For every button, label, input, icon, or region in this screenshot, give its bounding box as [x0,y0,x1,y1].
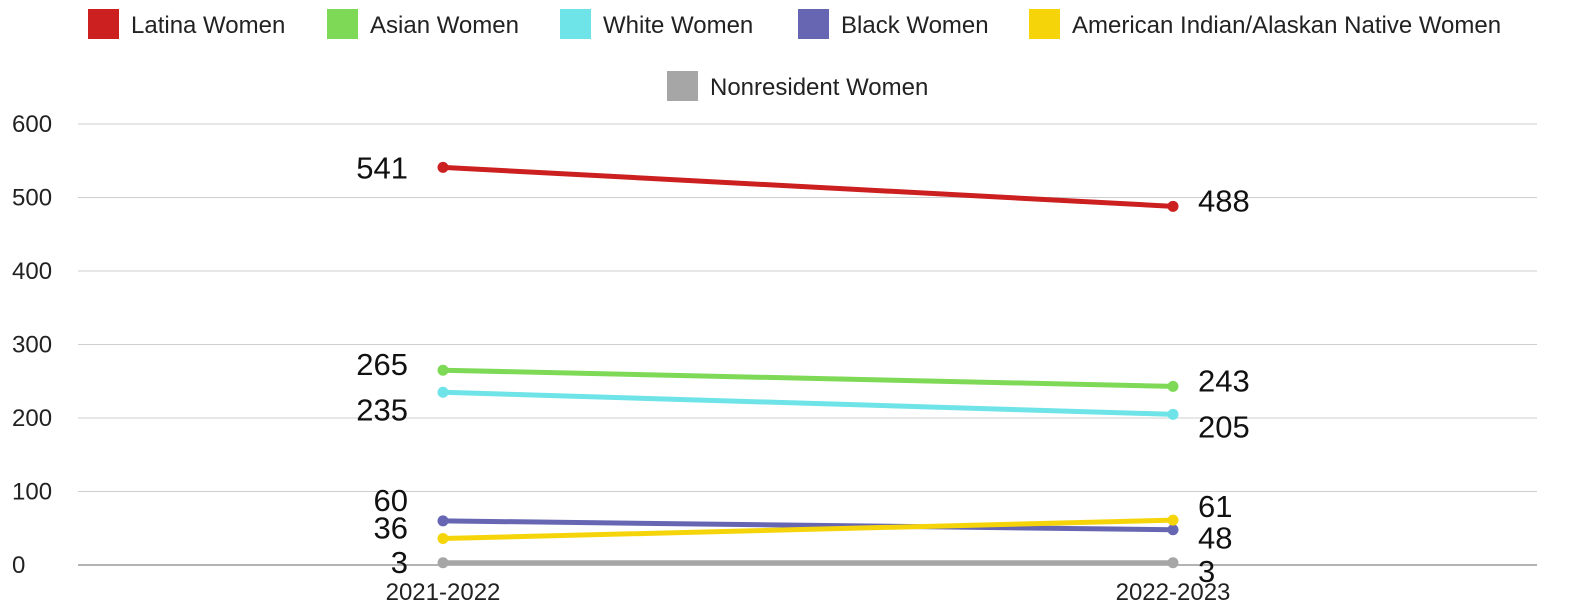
data-point [437,515,449,527]
series-line [440,518,1176,533]
data-label: 36 [374,511,408,546]
legend-item-white-women: White Women [560,9,753,39]
series-asian-women [437,364,1179,392]
y-axis-ticks: 0 100 200 300 400 500 600 [12,111,52,579]
data-label: 60 [374,483,408,518]
legend-item-nonresident-women: Nonresident Women [667,71,928,101]
data-point [437,557,449,569]
x-tick-label: 2021-2022 [386,579,501,606]
legend-swatch [667,71,698,101]
legend-label: Latina Women [131,12,285,39]
y-tick-label: 500 [12,185,52,212]
series-lines [437,161,1179,569]
data-point [1167,514,1179,526]
legend-item-american-indian-alaskan-native-women: American Indian/Alaskan Native Women [1029,9,1501,39]
data-point [1167,200,1179,212]
data-label: 48 [1198,521,1232,556]
legend: Latina Women Asian Women White Women Black … [88,9,1501,101]
legend-label: Asian Women [370,12,519,39]
legend-label: American Indian/Alaskan Native Women [1072,12,1501,39]
data-label: 3 [1198,554,1215,589]
legend-label: White Women [603,12,753,39]
data-label: 3 [391,545,408,580]
legend-item-latina-women: Latina Women [88,9,285,39]
series-black-women [437,515,1179,536]
legend-item-black-women: Black Women [798,9,989,39]
series-nonresident-women [437,557,1179,569]
data-label: 61 [1198,489,1232,524]
data-point [437,533,449,545]
y-tick-label: 200 [12,405,52,432]
legend-swatch [327,9,358,39]
legend-item-asian-women: Asian Women [327,9,519,39]
y-tick-label: 300 [12,332,52,359]
data-label: 235 [356,392,408,427]
legend-label: Black Women [841,12,989,39]
data-point [1167,557,1179,569]
legend-swatch [1029,9,1060,39]
data-point [1167,408,1179,420]
data-point [437,161,449,173]
legend-swatch [798,9,829,39]
data-label: 265 [356,347,408,382]
y-tick-label: 400 [12,258,52,285]
y-tick-label: 0 [12,552,25,579]
legend-swatch [560,9,591,39]
data-point [437,386,449,398]
series-line [440,517,1176,542]
series-white-women [437,386,1179,420]
y-tick-label: 600 [12,111,52,138]
y-tick-label: 100 [12,479,52,506]
data-label: 205 [1198,409,1250,444]
x-tick-label: 2022-2023 [1116,579,1231,606]
data-point [437,364,449,376]
data-label: 541 [356,150,408,185]
data-labels: 541 488 265 243 235 205 60 48 36 61 3 3 [356,150,1249,588]
legend-swatch [88,9,119,39]
series-american-indian-alaskan-native-women [437,514,1179,545]
series-line [440,389,1176,417]
series-latina-women [437,161,1179,212]
data-point [1167,524,1179,536]
data-label: 243 [1198,363,1250,398]
series-line [440,164,1176,209]
data-label: 488 [1198,183,1250,218]
gridlines [78,123,1537,566]
data-point [1167,380,1179,392]
series-line [440,367,1176,389]
x-axis-ticks: 2021-2022 2022-2023 [386,579,1231,606]
legend-label: Nonresident Women [710,74,928,101]
